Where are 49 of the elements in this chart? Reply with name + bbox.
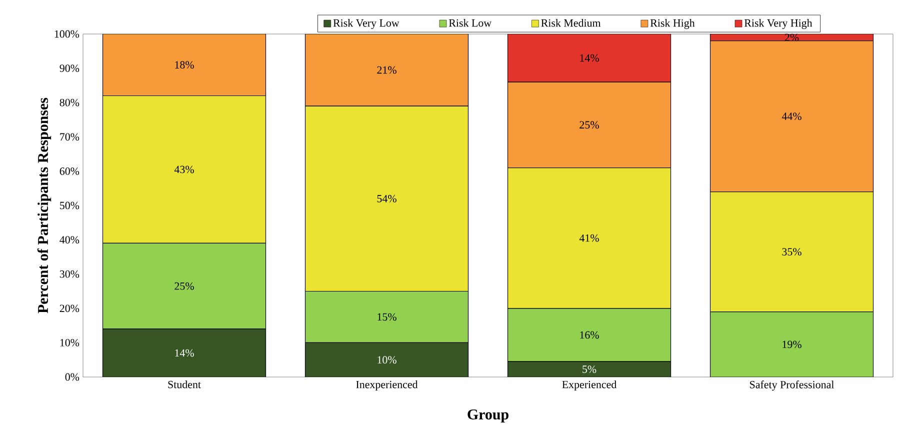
legend-label: Risk High [650,19,695,29]
data-label: 19% [782,340,802,348]
data-label: 44% [782,112,802,120]
legend-label: Risk Very Low [333,19,400,29]
data-label: 16% [580,331,599,339]
data-label: 14% [175,349,194,357]
bar [102,34,266,96]
bar [304,34,469,106]
data-label: 21% [377,66,396,74]
y-tick-label: 80% [60,98,80,106]
data-label: 35% [782,248,802,256]
legend-label: Risk Medium [541,19,601,27]
data-label: 43% [174,166,194,174]
y-tick-label: 30% [60,270,80,278]
data-label: 25% [174,282,194,290]
data-label: 54% [377,194,396,202]
x-tick-label: Experienced [562,380,617,390]
x-tick-label: Student [168,380,201,388]
data-label: 15% [378,313,396,321]
y-tick-label: 60% [60,167,80,175]
data-label: 10% [378,356,396,364]
y-tick-label: 0% [65,373,80,381]
legend-label: Risk Low [448,19,492,27]
y-tick-label: 100% [54,30,80,38]
y-tick-label: 40% [60,236,80,244]
bar [304,342,469,377]
bar [102,328,266,377]
bar [710,312,874,377]
data-label: 25% [580,121,599,129]
y-tick-label: 10% [60,338,80,346]
x-tick-label: Safety Professional [750,380,834,391]
bar [507,82,672,168]
y-tick-label: 50% [60,202,80,210]
legend-label: Risk Very High [744,19,812,29]
bar [507,361,672,377]
data-label: 14% [580,54,599,62]
bar [507,308,672,362]
x-tick-label: Inexperienced [356,380,418,390]
data-label: 18% [175,61,194,69]
data-label: 41% [579,234,599,242]
y-tick-label: 90% [60,64,80,72]
y-tick-label: 20% [60,304,80,312]
data-label: 5% [582,366,596,373]
y-axis-title: Percent of Participants Responses [37,98,52,314]
x-axis-title: Group [468,409,508,423]
bar [710,40,874,192]
y-tick-label: 70% [60,133,80,141]
bar [102,242,266,330]
bar [304,290,469,343]
